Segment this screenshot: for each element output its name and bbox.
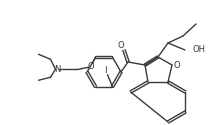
- Text: O: O: [118, 42, 124, 50]
- Text: O: O: [87, 62, 94, 71]
- Text: OH: OH: [193, 44, 206, 54]
- Text: I: I: [104, 66, 107, 75]
- Text: N: N: [54, 65, 61, 74]
- Text: O: O: [174, 60, 180, 70]
